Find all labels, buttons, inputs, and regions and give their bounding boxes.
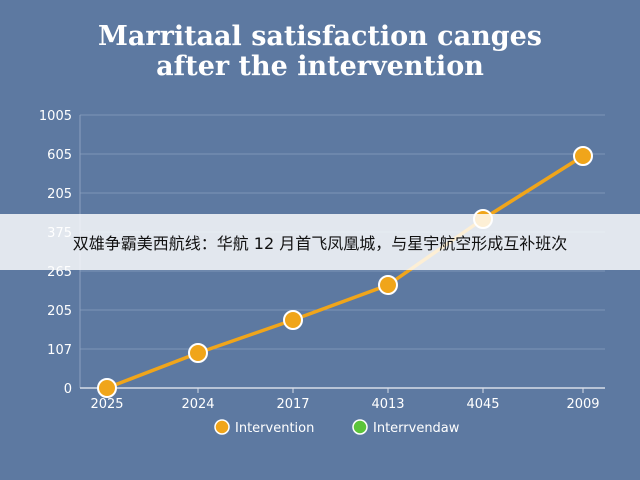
overlay-banner: 双雄争霸美西航线：华航 12 月首飞凤凰城，与星宇航空形成互补班次 (0, 214, 640, 270)
y-tick-label: 205 (47, 304, 72, 319)
y-tick-label: 205 (47, 187, 72, 202)
series-line (106, 154, 584, 390)
data-point (97, 378, 117, 398)
legend-marker (352, 419, 368, 435)
x-tick-label: 2025 (90, 397, 123, 412)
data-point (378, 275, 398, 295)
x-tick-label: 2017 (276, 397, 309, 412)
data-point (188, 343, 208, 363)
legend-marker (214, 419, 230, 435)
x-tick-label: 2009 (566, 397, 599, 412)
chart-title: Marritaal satisfaction canges after the … (0, 22, 640, 82)
x-tick-label: 2024 (181, 397, 214, 412)
x-tick-label: 4013 (371, 397, 404, 412)
y-tick-label: 1005 (39, 109, 72, 124)
legend-label: Intervention (235, 421, 314, 436)
data-point (283, 310, 303, 330)
y-tick-label: 605 (47, 148, 72, 163)
legend-label: Interrvendaw (373, 421, 460, 436)
x-tick-label: 4045 (466, 397, 499, 412)
banner-text: 双雄争霸美西航线：华航 12 月首飞凤凰城，与星宇航空形成互补班次 (72, 234, 568, 253)
chart-title-line1: Marritaal satisfaction canges (98, 21, 542, 52)
y-tick-label: 0 (64, 382, 72, 397)
y-tick-label: 107 (47, 343, 72, 358)
data-point (573, 146, 593, 166)
chart-title-line2: after the intervention (156, 51, 484, 82)
